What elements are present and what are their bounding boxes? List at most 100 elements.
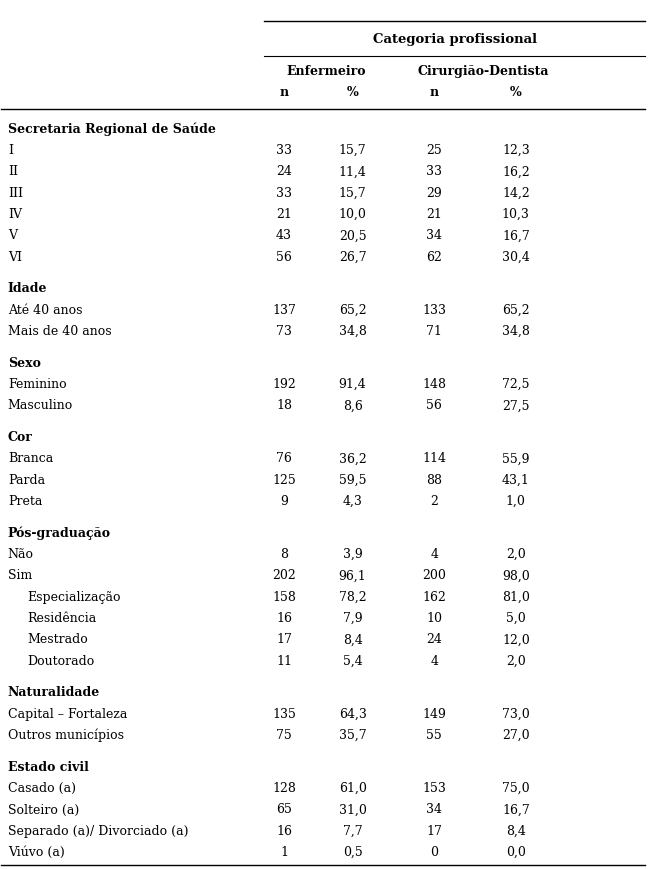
Text: 10,3: 10,3	[502, 208, 530, 221]
Text: 17: 17	[426, 824, 442, 837]
Text: Não: Não	[8, 547, 34, 561]
Text: 61,0: 61,0	[339, 781, 366, 794]
Text: 75: 75	[276, 728, 292, 741]
Text: 24: 24	[426, 633, 442, 646]
Text: 148: 148	[422, 378, 446, 390]
Text: 137: 137	[272, 303, 296, 316]
Text: Naturalidade: Naturalidade	[8, 686, 100, 699]
Text: %: %	[510, 86, 522, 98]
Text: 62: 62	[426, 250, 442, 263]
Text: 31,0: 31,0	[339, 803, 366, 815]
Text: 33: 33	[276, 144, 292, 156]
Text: 72,5: 72,5	[502, 378, 530, 390]
Text: 21: 21	[276, 208, 292, 221]
Text: Separado (a)/ Divorciado (a): Separado (a)/ Divorciado (a)	[8, 824, 188, 837]
Text: 88: 88	[426, 474, 442, 486]
Text: 56: 56	[276, 250, 292, 263]
Text: Categoria profissional: Categoria profissional	[373, 33, 537, 45]
Text: 7,7: 7,7	[343, 824, 362, 837]
Text: 65: 65	[276, 803, 292, 815]
Text: 34,8: 34,8	[339, 325, 366, 337]
Text: 149: 149	[422, 707, 446, 720]
Text: 4: 4	[430, 654, 438, 667]
Text: 14,2: 14,2	[502, 187, 530, 199]
Text: 55,9: 55,9	[502, 452, 530, 465]
Text: 0,5: 0,5	[343, 846, 362, 858]
Text: 20,5: 20,5	[339, 229, 366, 242]
Text: 3,9: 3,9	[343, 547, 362, 561]
Text: 8,4: 8,4	[343, 633, 362, 646]
Text: 128: 128	[272, 781, 296, 794]
Text: 33: 33	[276, 187, 292, 199]
Text: Masculino: Masculino	[8, 399, 73, 412]
Text: 11: 11	[276, 654, 292, 667]
Text: Outros municípios: Outros municípios	[8, 728, 124, 741]
Text: 16,7: 16,7	[502, 803, 530, 815]
Text: 16: 16	[276, 612, 292, 624]
Text: 1: 1	[280, 846, 288, 858]
Text: 0,0: 0,0	[506, 846, 526, 858]
Text: Doutorado: Doutorado	[27, 654, 95, 667]
Text: Residência: Residência	[27, 612, 97, 624]
Text: 78,2: 78,2	[339, 590, 366, 603]
Text: 30,4: 30,4	[502, 250, 530, 263]
Text: 125: 125	[272, 474, 296, 486]
Text: 26,7: 26,7	[339, 250, 366, 263]
Text: 33: 33	[426, 165, 442, 178]
Text: 162: 162	[422, 590, 446, 603]
Text: Solteiro (a): Solteiro (a)	[8, 803, 79, 815]
Text: 64,3: 64,3	[339, 707, 366, 720]
Text: 133: 133	[422, 303, 446, 316]
Text: 9: 9	[280, 494, 288, 507]
Text: 114: 114	[422, 452, 446, 465]
Text: 4: 4	[430, 547, 438, 561]
Text: 10,0: 10,0	[339, 208, 366, 221]
Text: 27,0: 27,0	[502, 728, 530, 741]
Text: 8,6: 8,6	[343, 399, 362, 412]
Text: Pós-graduação: Pós-graduação	[8, 526, 111, 540]
Text: 71: 71	[426, 325, 442, 337]
Text: 1,0: 1,0	[506, 494, 526, 507]
Text: Mestrado: Mestrado	[27, 633, 88, 646]
Text: 76: 76	[276, 452, 292, 465]
Text: Branca: Branca	[8, 452, 53, 465]
Text: 18: 18	[276, 399, 292, 412]
Text: 10: 10	[426, 612, 442, 624]
Text: Até 40 anos: Até 40 anos	[8, 303, 82, 316]
Text: 35,7: 35,7	[339, 728, 366, 741]
Text: 2,0: 2,0	[506, 547, 526, 561]
Text: 2: 2	[430, 494, 438, 507]
Text: 17: 17	[276, 633, 292, 646]
Text: Casado (a): Casado (a)	[8, 781, 76, 794]
Text: 75,0: 75,0	[502, 781, 530, 794]
Text: Feminino: Feminino	[8, 378, 67, 390]
Text: Estado civil: Estado civil	[8, 760, 89, 773]
Text: 34: 34	[426, 229, 442, 242]
Text: 24: 24	[276, 165, 292, 178]
Text: 25: 25	[426, 144, 442, 156]
Text: Cor: Cor	[8, 431, 33, 443]
Text: 15,7: 15,7	[339, 144, 366, 156]
Text: V: V	[8, 229, 17, 242]
Text: 55: 55	[426, 728, 442, 741]
Text: 158: 158	[272, 590, 296, 603]
Text: 34: 34	[426, 803, 442, 815]
Text: 8: 8	[280, 547, 288, 561]
Text: Capital – Fortaleza: Capital – Fortaleza	[8, 707, 127, 720]
Text: 73: 73	[276, 325, 292, 337]
Text: 65,2: 65,2	[339, 303, 366, 316]
Text: 59,5: 59,5	[339, 474, 366, 486]
Text: 16,2: 16,2	[502, 165, 530, 178]
Text: Mais de 40 anos: Mais de 40 anos	[8, 325, 112, 337]
Text: 29: 29	[426, 187, 442, 199]
Text: Preta: Preta	[8, 494, 42, 507]
Text: 43,1: 43,1	[502, 474, 530, 486]
Text: 202: 202	[272, 569, 296, 581]
Text: 27,5: 27,5	[502, 399, 530, 412]
Text: II: II	[8, 165, 18, 178]
Text: %: %	[347, 86, 358, 98]
Text: 0: 0	[430, 846, 438, 858]
Text: 8,4: 8,4	[506, 824, 526, 837]
Text: 12,3: 12,3	[502, 144, 530, 156]
Text: 2,0: 2,0	[506, 654, 526, 667]
